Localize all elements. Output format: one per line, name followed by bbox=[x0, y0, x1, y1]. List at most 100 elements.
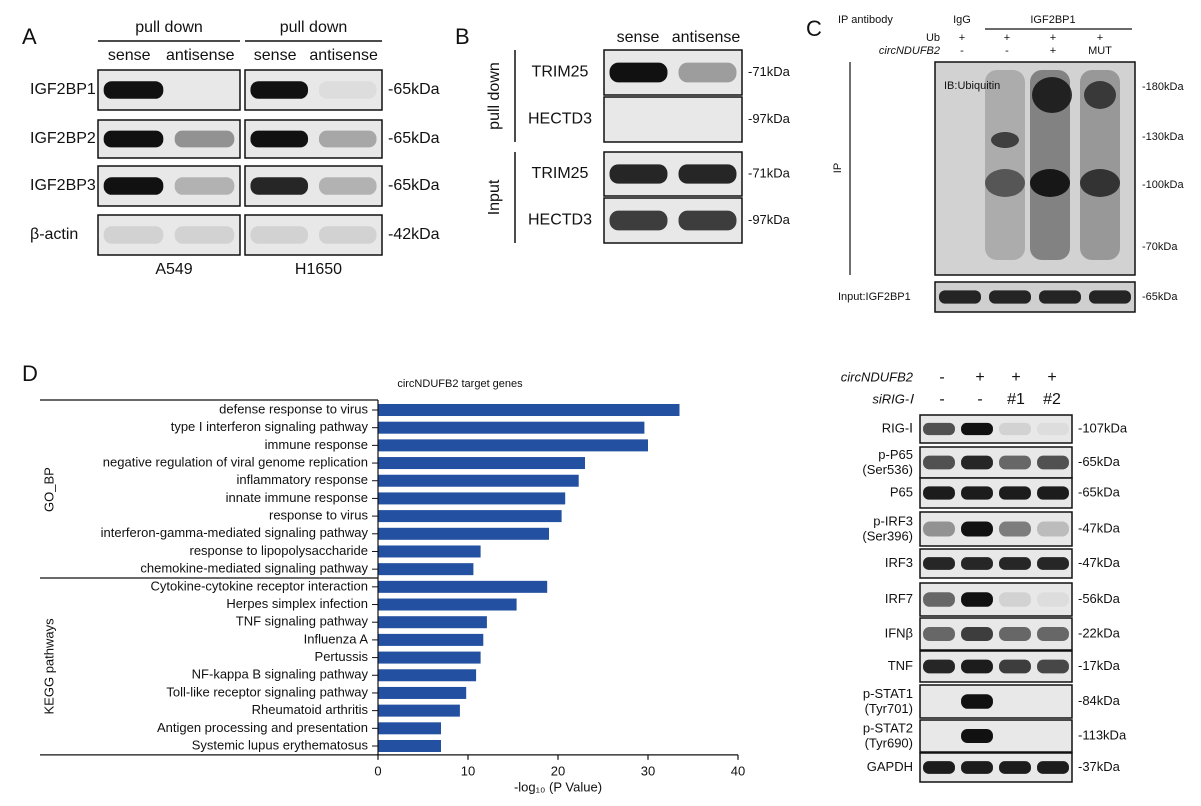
x-tick-label: 10 bbox=[461, 763, 475, 778]
band bbox=[678, 164, 737, 184]
protein-label: TRIM25 bbox=[532, 165, 589, 182]
kda-label: -65kDa bbox=[388, 130, 440, 147]
band bbox=[103, 81, 164, 99]
band bbox=[999, 592, 1031, 607]
protein-label: IGF2BP1 bbox=[30, 81, 96, 98]
protein-label: β-actin bbox=[30, 226, 78, 243]
band bbox=[961, 761, 993, 774]
input-label: Input:IGF2BP1 bbox=[838, 291, 911, 303]
protein-label: TRIM25 bbox=[532, 64, 589, 81]
category-label: chemokine-mediated signaling pathway bbox=[140, 561, 368, 576]
condition-value: #2 bbox=[1043, 391, 1061, 408]
condition-value: + bbox=[1047, 369, 1056, 386]
band bbox=[961, 557, 993, 570]
band bbox=[939, 290, 981, 304]
band bbox=[999, 486, 1031, 500]
panel-letter: A bbox=[22, 24, 37, 49]
kda-label: -97kDa bbox=[748, 111, 791, 126]
kda-label: -130kDa bbox=[1142, 131, 1184, 143]
band bbox=[999, 761, 1031, 774]
kda-label: -65kDa bbox=[1078, 484, 1121, 499]
bar bbox=[378, 421, 645, 434]
band bbox=[999, 557, 1031, 570]
band bbox=[318, 226, 377, 244]
condition-value: - bbox=[977, 391, 982, 408]
condition-value: + bbox=[1097, 32, 1103, 44]
panel-letter: D bbox=[22, 361, 38, 386]
band bbox=[174, 226, 235, 244]
ip-control: IgG bbox=[953, 14, 971, 26]
protein-label: GAPDH bbox=[867, 759, 913, 774]
protein-label: IGF2BP3 bbox=[30, 177, 96, 194]
band bbox=[174, 130, 235, 148]
kda-label: -22kDa bbox=[1078, 625, 1121, 640]
condition-value: + bbox=[1011, 369, 1020, 386]
category-label: Rheumatoid arthritis bbox=[252, 702, 369, 717]
protein-sublabel: (Ser536) bbox=[862, 462, 913, 477]
category-label: inflammatory response bbox=[237, 472, 369, 487]
kda-label: -65kDa bbox=[388, 81, 440, 98]
band bbox=[1037, 486, 1069, 500]
protein-sublabel: (Tyr701) bbox=[865, 701, 913, 716]
kda-label: -47kDa bbox=[1078, 555, 1121, 570]
blot bbox=[244, 214, 383, 256]
protein-label: IRF7 bbox=[885, 591, 913, 606]
lane-label: antisense bbox=[166, 47, 235, 64]
band bbox=[923, 592, 955, 607]
band bbox=[678, 62, 737, 83]
smear bbox=[1030, 70, 1070, 260]
category-label: Cytokine-cytokine receptor interaction bbox=[151, 578, 369, 593]
kda-label: -71kDa bbox=[748, 165, 791, 180]
band bbox=[1037, 422, 1069, 436]
condition-value: + bbox=[959, 32, 965, 44]
band bbox=[961, 486, 993, 500]
bar bbox=[378, 439, 648, 452]
protein-label: P65 bbox=[890, 484, 913, 499]
band bbox=[923, 659, 955, 674]
ip-header: IP antibody bbox=[838, 14, 893, 26]
blot bbox=[97, 214, 241, 256]
band bbox=[609, 62, 668, 83]
band bbox=[678, 210, 737, 231]
blot bbox=[97, 69, 241, 111]
band bbox=[961, 659, 993, 674]
bar bbox=[378, 404, 680, 416]
band bbox=[1080, 169, 1120, 197]
lane-label: sense bbox=[617, 29, 660, 46]
ip-antibody: IGF2BP1 bbox=[1030, 14, 1075, 26]
band bbox=[1037, 557, 1069, 570]
category-label: Systemic lupus erythematosus bbox=[192, 737, 369, 752]
band bbox=[1037, 455, 1069, 470]
lane-label: sense bbox=[108, 47, 151, 64]
band bbox=[923, 557, 955, 570]
condition-value: + bbox=[975, 369, 984, 386]
bar bbox=[378, 651, 481, 664]
protein-label: IGF2BP2 bbox=[30, 130, 96, 147]
protein-sublabel: (Tyr690) bbox=[865, 735, 913, 750]
condition-label: circNDUFB2 bbox=[879, 45, 940, 57]
category-label: Herpes simplex infection bbox=[226, 596, 368, 611]
kda-label: -84kDa bbox=[1078, 693, 1121, 708]
category-label: innate immune response bbox=[226, 490, 368, 505]
band bbox=[250, 81, 309, 99]
band bbox=[103, 130, 164, 148]
group-label: GO_BP bbox=[41, 467, 56, 512]
band bbox=[250, 130, 309, 148]
category-label: response to lipopolysaccharide bbox=[190, 543, 369, 558]
bar bbox=[378, 527, 549, 540]
protein-label: IFNβ bbox=[885, 625, 913, 640]
x-tick-label: 40 bbox=[731, 763, 745, 778]
band bbox=[999, 659, 1031, 674]
chart-title: circNDUFB2 target genes bbox=[397, 378, 523, 390]
lane-label: antisense bbox=[672, 29, 741, 46]
smear bbox=[1080, 70, 1120, 260]
protein-label: IRF3 bbox=[885, 555, 913, 570]
band bbox=[999, 521, 1031, 537]
lane-label: sense bbox=[254, 47, 297, 64]
category-label: type I interferon signaling pathway bbox=[171, 419, 369, 434]
blot bbox=[603, 96, 743, 143]
kda-label: -65kDa bbox=[1078, 454, 1121, 469]
category-label: interferon-gamma-mediated signaling path… bbox=[101, 525, 369, 540]
band bbox=[961, 521, 993, 537]
band bbox=[999, 422, 1031, 436]
